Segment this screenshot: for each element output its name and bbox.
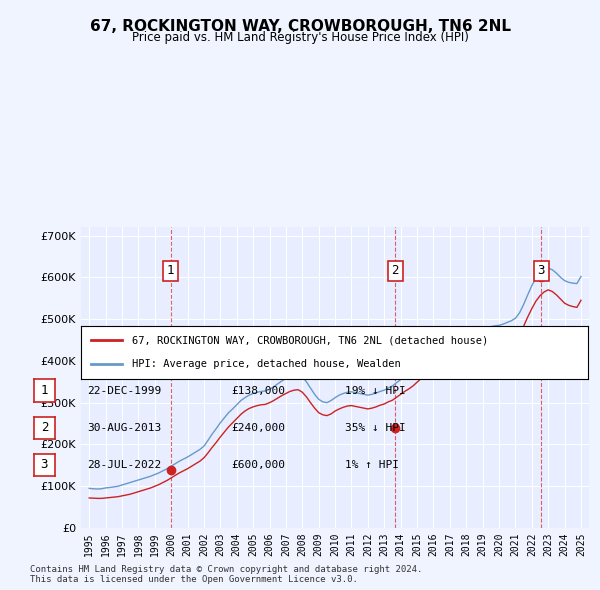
- Text: 2: 2: [391, 264, 399, 277]
- Text: 19% ↓ HPI: 19% ↓ HPI: [345, 386, 406, 395]
- Text: 67, ROCKINGTON WAY, CROWBOROUGH, TN6 2NL: 67, ROCKINGTON WAY, CROWBOROUGH, TN6 2NL: [89, 19, 511, 34]
- Text: Contains HM Land Registry data © Crown copyright and database right 2024.
This d: Contains HM Land Registry data © Crown c…: [30, 565, 422, 584]
- Text: 28-JUL-2022: 28-JUL-2022: [87, 460, 161, 470]
- Text: 2: 2: [41, 421, 48, 434]
- Text: Price paid vs. HM Land Registry's House Price Index (HPI): Price paid vs. HM Land Registry's House …: [131, 31, 469, 44]
- Text: HPI: Average price, detached house, Wealden: HPI: Average price, detached house, Weal…: [132, 359, 400, 369]
- Text: 67, ROCKINGTON WAY, CROWBOROUGH, TN6 2NL (detached house): 67, ROCKINGTON WAY, CROWBOROUGH, TN6 2NL…: [132, 335, 488, 345]
- Text: 1% ↑ HPI: 1% ↑ HPI: [345, 460, 399, 470]
- Text: £138,000: £138,000: [231, 386, 285, 395]
- Text: 35% ↓ HPI: 35% ↓ HPI: [345, 423, 406, 432]
- Text: £600,000: £600,000: [231, 460, 285, 470]
- Text: 1: 1: [167, 264, 175, 277]
- Text: 1: 1: [41, 384, 48, 397]
- Text: £240,000: £240,000: [231, 423, 285, 432]
- Text: 3: 3: [41, 458, 48, 471]
- Text: 30-AUG-2013: 30-AUG-2013: [87, 423, 161, 432]
- Text: 22-DEC-1999: 22-DEC-1999: [87, 386, 161, 395]
- Text: 3: 3: [538, 264, 545, 277]
